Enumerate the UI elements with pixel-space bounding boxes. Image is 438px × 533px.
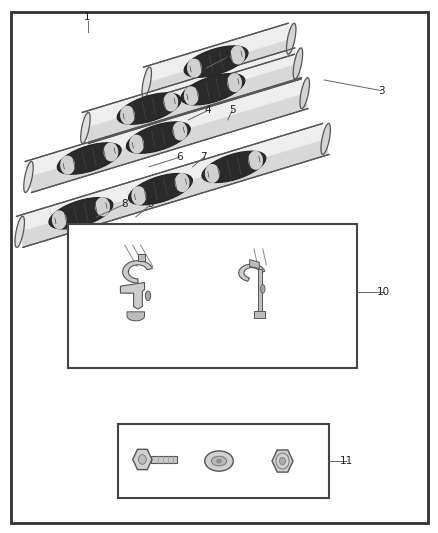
Polygon shape (250, 260, 259, 269)
Text: 4: 4 (205, 106, 212, 115)
Ellipse shape (227, 73, 242, 92)
Ellipse shape (60, 156, 75, 175)
Ellipse shape (217, 459, 221, 463)
Ellipse shape (279, 457, 286, 465)
Polygon shape (258, 269, 262, 313)
Polygon shape (254, 311, 265, 318)
Ellipse shape (175, 173, 190, 192)
Ellipse shape (120, 106, 135, 125)
Text: 11: 11 (339, 456, 353, 466)
Ellipse shape (49, 198, 113, 229)
Polygon shape (85, 63, 301, 143)
Text: 5: 5 (229, 106, 236, 115)
Ellipse shape (286, 23, 296, 54)
Ellipse shape (103, 142, 118, 161)
Polygon shape (17, 124, 329, 247)
Text: 1: 1 (84, 12, 91, 22)
Ellipse shape (142, 67, 152, 98)
Polygon shape (28, 93, 308, 192)
Ellipse shape (205, 164, 219, 183)
Polygon shape (123, 261, 152, 283)
Polygon shape (20, 139, 329, 247)
Ellipse shape (129, 134, 144, 154)
Polygon shape (239, 264, 265, 281)
Ellipse shape (211, 456, 227, 466)
Ellipse shape (126, 122, 190, 154)
Ellipse shape (261, 285, 265, 293)
Ellipse shape (24, 161, 33, 192)
Ellipse shape (321, 124, 330, 155)
Bar (118, 424, 328, 498)
Ellipse shape (173, 122, 187, 141)
Polygon shape (138, 254, 145, 261)
Ellipse shape (117, 93, 181, 124)
Bar (68, 224, 357, 368)
Ellipse shape (95, 197, 110, 216)
Ellipse shape (15, 216, 25, 247)
Ellipse shape (184, 46, 248, 77)
Ellipse shape (230, 45, 245, 64)
Text: 10: 10 (377, 287, 390, 297)
Polygon shape (120, 282, 145, 309)
Ellipse shape (57, 143, 121, 174)
Ellipse shape (145, 291, 151, 301)
Ellipse shape (202, 151, 266, 183)
Text: 2: 2 (224, 52, 231, 62)
Polygon shape (151, 456, 177, 463)
Ellipse shape (52, 211, 67, 229)
Polygon shape (127, 312, 145, 321)
Ellipse shape (131, 186, 146, 205)
Ellipse shape (187, 59, 202, 78)
Ellipse shape (184, 86, 199, 106)
Ellipse shape (293, 48, 303, 79)
Ellipse shape (128, 173, 192, 205)
Text: 3: 3 (378, 86, 385, 95)
Polygon shape (144, 23, 294, 98)
Ellipse shape (163, 92, 178, 111)
Ellipse shape (138, 455, 146, 464)
Text: 9: 9 (148, 199, 155, 209)
Polygon shape (25, 78, 308, 192)
Ellipse shape (248, 151, 263, 170)
Polygon shape (147, 39, 294, 98)
Text: 8: 8 (121, 199, 128, 209)
Text: 7: 7 (200, 152, 207, 162)
Ellipse shape (181, 74, 245, 105)
Ellipse shape (81, 112, 90, 143)
Text: 6: 6 (176, 152, 183, 162)
Ellipse shape (205, 451, 233, 471)
Polygon shape (82, 48, 301, 143)
Ellipse shape (300, 78, 309, 109)
